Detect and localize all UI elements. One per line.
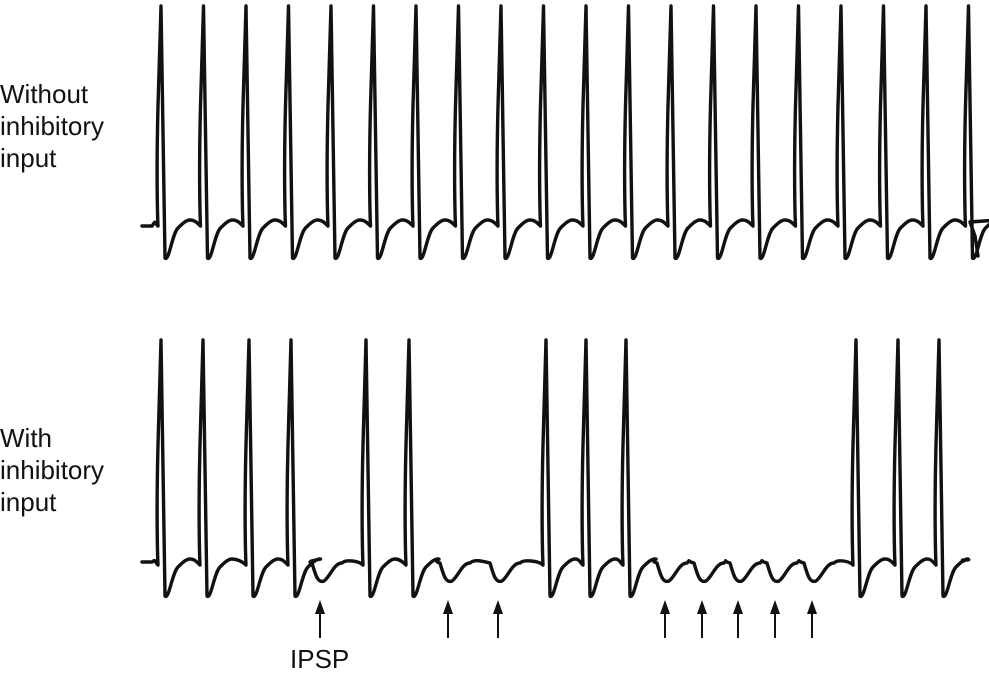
ipsp-arrow-6 [733, 600, 743, 638]
ipsp-arrow-8 [807, 600, 817, 638]
bottom-row-label-line-1: With [0, 423, 52, 453]
ipsp-arrow-head-icon [443, 600, 453, 614]
ipsp-arrow-head-icon [770, 600, 780, 614]
ipsp-arrow-4 [660, 600, 670, 638]
ipsp-arrow-head-icon [493, 600, 503, 614]
ipsp-arrow-7 [770, 600, 780, 638]
top-row-label: Without inhibitory input [0, 78, 104, 174]
ipsp-arrow-head-icon [733, 600, 743, 614]
trace-without-inhibition [140, 4, 989, 260]
ipsp-arrow-3 [493, 600, 503, 638]
ipsp-arrow-head-icon [315, 600, 325, 614]
trace-with-inhibition [140, 338, 971, 598]
top-row-label-line-2: inhibitory [0, 111, 105, 141]
ipsp-arrow-head-icon [697, 600, 707, 614]
bottom-row-label: With inhibitory input [0, 422, 104, 518]
top-row-label-line-1: Without [0, 79, 89, 109]
ipsp-arrow-1 [315, 600, 325, 638]
top-row-label-line-3: input [0, 143, 57, 173]
bottom-row-label-line-2: inhibitory [0, 455, 105, 485]
bottom-row-label-line-3: input [0, 487, 57, 517]
ipsp-arrow-2 [443, 600, 453, 638]
ipsp-arrow-head-icon [807, 600, 817, 614]
ipsp-arrow-5 [697, 600, 707, 638]
ipsp-arrow-head-icon [660, 600, 670, 614]
ipsp-label: IPSP [290, 644, 350, 674]
ipsp-arrows [315, 600, 817, 638]
